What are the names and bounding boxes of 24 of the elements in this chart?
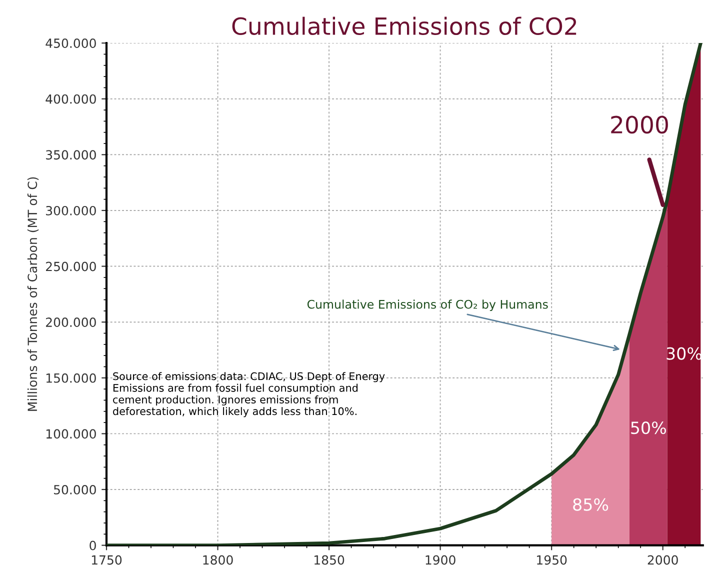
annotation: Source of emissions data: CDIAC, US Dept of Energy Emissions are from fossil fuel consumption and cement production. Ignores emissions from deforestation, which likely adds less than 10%. <box>113 372 385 418</box>
y-tick-label: 100.000 <box>46 429 96 439</box>
y-tick-label: 450.000 <box>46 38 96 48</box>
y-tick-label: 200.000 <box>46 318 96 328</box>
y-axis-title: Millions of Tonnes of Carbon (MT of C) <box>27 177 39 411</box>
y-tick-label: 50.000 <box>54 484 96 494</box>
y-tick-label: 400.000 <box>46 94 96 104</box>
y-tick-label: 300.000 <box>46 206 96 216</box>
x-tick-label: 2000 <box>648 555 678 565</box>
x-tick-label: 1750 <box>92 555 122 565</box>
y-tick-label: 150.000 <box>46 373 96 383</box>
annotation: 2000 <box>611 116 668 134</box>
x-tick-label: 1900 <box>426 555 456 565</box>
chart-title: Cumulative Emissions of CO2 <box>232 16 576 36</box>
y-tick-label: 0 <box>90 540 96 550</box>
annotation: 85% <box>573 498 608 511</box>
x-tick-label: 1800 <box>203 555 233 565</box>
x-tick-label: 1850 <box>314 555 344 565</box>
y-tick-label: 350.000 <box>46 150 96 160</box>
line-series <box>106 43 702 546</box>
annotation: Cumulative Emissions of CO₂ by Humans <box>307 300 548 312</box>
x-tick-label: 1950 <box>537 555 567 565</box>
annotation: 50% <box>631 422 666 434</box>
y-tick-label: 250.000 <box>46 262 96 272</box>
